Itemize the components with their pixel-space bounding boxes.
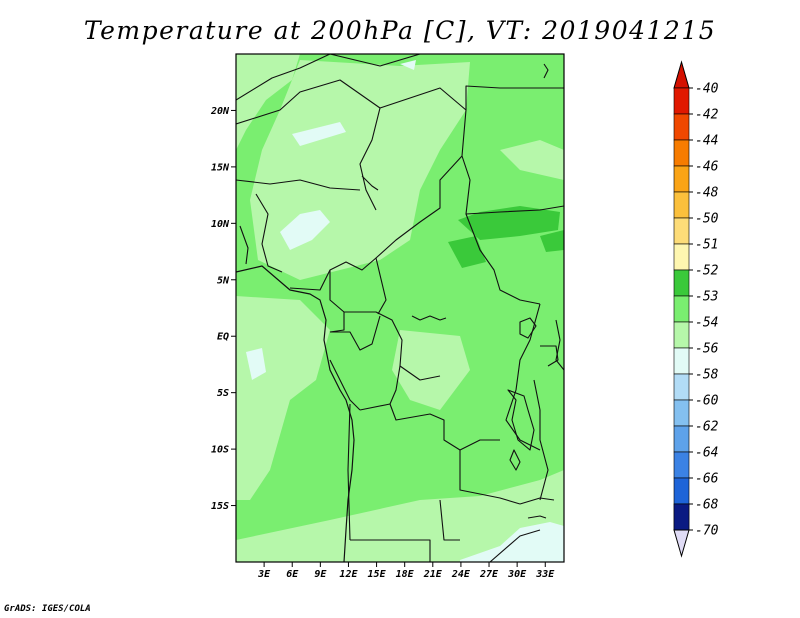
colorbar-label: -53 [695, 290, 718, 305]
lon-tick-label: 15E [368, 569, 387, 580]
chart-title: Temperature at 200hPa [C], VT: 201904121… [83, 16, 717, 45]
field-region-minus56 [460, 522, 564, 562]
colorbar-swatch [673, 477, 690, 505]
field-region-minus52 [458, 206, 560, 240]
colorbar-label: -44 [695, 134, 718, 149]
lat-tick-label: 10S [211, 445, 229, 456]
colorbar-label: -66 [695, 472, 719, 487]
field-region-minus54 [236, 470, 564, 562]
colorbar-label: -46 [695, 160, 719, 175]
lon-tick-label: 9E [314, 569, 327, 580]
country-borders [236, 54, 564, 562]
colorbar-label: -60 [695, 394, 719, 409]
colorbar-swatch [673, 399, 690, 427]
lon-tick-label: 12E [339, 569, 358, 580]
field-region-minus56 [246, 348, 266, 380]
lat-tick-label: 15S [211, 501, 229, 512]
colorbar-swatch [673, 87, 690, 115]
field-region-minus54 [236, 296, 330, 500]
colorbar-label: -68 [695, 498, 719, 513]
temperature-field [236, 54, 564, 562]
field-region-minus56 [292, 122, 346, 146]
field-region-minus52 [540, 230, 564, 252]
colorbar-swatch [673, 191, 690, 219]
colorbar-swatch [673, 425, 690, 453]
lon-tick-label: 6E [286, 569, 299, 580]
colorbar-swatch [673, 139, 690, 167]
lon-tick-label: 30E [507, 569, 527, 580]
lon-tick-label: 33E [535, 569, 555, 580]
field-region-minus54 [236, 54, 300, 150]
colorbar-label: -51 [695, 238, 718, 253]
map-frame [235, 53, 565, 563]
colorbar-label: -40 [695, 82, 719, 97]
footer-credit: GrADS: IGES/COLA [4, 604, 91, 614]
colorbar-swatch [673, 243, 690, 271]
lon-tick-label: 24E [451, 569, 471, 580]
colorbar-label: -54 [695, 316, 718, 331]
colorbar-top-arrow [673, 60, 690, 89]
colorbar-swatch [673, 113, 690, 141]
lon-tick-label: 3E [257, 569, 271, 580]
colorbar-label: -70 [695, 524, 719, 539]
colorbar-swatch [673, 165, 690, 193]
colorbar-swatch [673, 503, 690, 531]
colorbar-swatch [673, 451, 690, 479]
lat-axis: 20N 15N 10N 5N EQ 5S 10S 15S [210, 106, 236, 512]
lat-tick-label: 5N [217, 275, 230, 286]
colorbar-label: -58 [695, 368, 719, 383]
coastline [236, 265, 355, 562]
colorbar-swatch [673, 295, 690, 323]
colorbar-swatch [673, 217, 690, 245]
colorbar-bottom-arrow [673, 529, 690, 558]
field-region-minus52 [448, 236, 486, 268]
lat-tick-label: 5S [217, 388, 229, 399]
colorbar-label: -42 [695, 108, 719, 123]
colorbar-swatch [673, 321, 690, 349]
lon-axis: 3E 6E 9E 12E 15E 18E 21E 24E 27E 30E 33E [257, 562, 555, 580]
lon-tick-label: 27E [479, 569, 499, 580]
lat-tick-label: EQ [217, 332, 229, 343]
colorbar-label: -48 [695, 186, 719, 201]
field-region-minus56 [280, 210, 330, 250]
lon-tick-label: 21E [423, 569, 443, 580]
field-region-minus56 [400, 60, 416, 70]
lat-tick-label: 10N [211, 219, 230, 230]
colorbar: -40 -42 -44 -46 -48 -50 -51 -52 -53 -54 -56 -58 -60 -… [673, 60, 719, 558]
colorbar-label: -62 [695, 420, 719, 435]
field-region-minus54 [500, 140, 564, 180]
colorbar-swatch [673, 373, 690, 401]
colorbar-label: -52 [695, 264, 719, 279]
lat-tick-label: 15N [211, 162, 230, 173]
lon-tick-label: 18E [396, 569, 415, 580]
colorbar-label: -64 [695, 446, 718, 461]
colorbar-swatch [673, 269, 690, 297]
lat-tick-label: 20N [210, 106, 230, 117]
colorbar-label: -50 [695, 212, 719, 227]
colorbar-label: -56 [695, 342, 719, 357]
field-region-minus54 [392, 330, 470, 410]
colorbar-swatch [673, 347, 690, 375]
